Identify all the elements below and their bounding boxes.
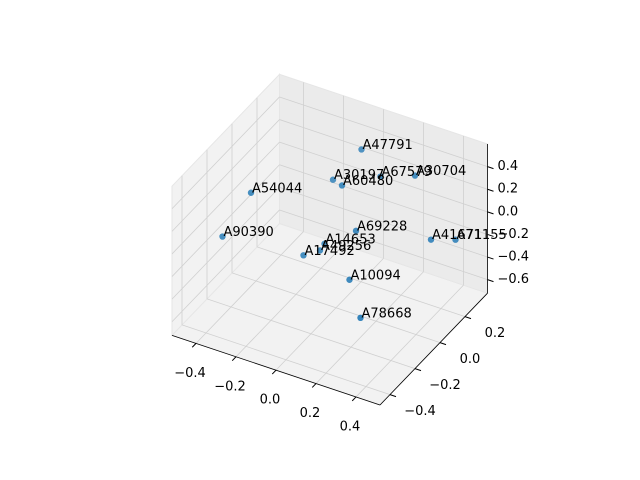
point: [352, 227, 360, 235]
y-axis: [379, 292, 488, 406]
point: [346, 276, 353, 283]
point-label: A54044: [252, 181, 302, 196]
point-label: A67579: [382, 165, 432, 180]
y-tick-label: −0.2: [429, 378, 461, 393]
grid-line: [171, 209, 280, 323]
x-tick-label: −0.2: [214, 379, 246, 394]
tick-mark: [414, 368, 422, 372]
z-tick-label: −0.2: [498, 227, 530, 242]
x-tick-label: 0.0: [260, 393, 281, 408]
point-label: A69228: [357, 219, 407, 234]
tick-mark: [191, 343, 197, 348]
z-tick-label: 0.0: [498, 204, 519, 219]
grid-line: [275, 258, 384, 371]
tick-mark: [389, 394, 397, 398]
point: [300, 252, 307, 259]
x-tick-label: −0.4: [174, 366, 206, 381]
point: [357, 314, 364, 322]
z-tick-label: −0.4: [498, 250, 530, 265]
grid-line: [171, 164, 280, 277]
point-label: A71155: [457, 228, 507, 243]
grid-line: [279, 209, 488, 281]
point-label: A78668: [362, 306, 412, 321]
point-label: A60480: [343, 174, 393, 189]
point-label: A49256: [321, 239, 371, 254]
z-tick-label: 0.2: [498, 182, 519, 197]
point: [358, 146, 365, 153]
point: [321, 240, 328, 247]
tick-mark: [271, 369, 277, 375]
tick-mark: [487, 279, 494, 283]
point: [247, 189, 255, 196]
tick-mark: [464, 316, 472, 320]
grid-line: [355, 284, 464, 398]
point: [377, 173, 384, 180]
grid-line: [206, 298, 416, 369]
point: [338, 182, 346, 189]
point: [329, 176, 337, 183]
point-label: A10094: [351, 268, 401, 283]
grid-line: [231, 272, 441, 343]
y-tick-label: −0.4: [404, 404, 436, 419]
grid-line: [279, 164, 488, 235]
grid-line: [315, 271, 424, 384]
point-label: A90390: [224, 225, 274, 240]
point: [427, 236, 435, 243]
tick-mark: [439, 342, 447, 346]
grid-line: [171, 187, 280, 300]
point-label: A47791: [363, 138, 413, 153]
point-label: A17492: [305, 244, 355, 259]
tick-mark: [487, 256, 494, 260]
grid-line: [195, 231, 304, 344]
point: [316, 247, 324, 254]
tick-mark: [311, 383, 317, 388]
grid-line: [279, 119, 488, 190]
z-tick-label: 0.4: [498, 159, 519, 174]
point: [219, 233, 226, 240]
point-label: A41671: [432, 228, 482, 243]
tick-mark: [231, 356, 237, 362]
grid-line: [279, 186, 488, 258]
x-axis: [171, 334, 381, 406]
x-tick-label: 0.2: [300, 406, 321, 421]
tick-mark: [487, 233, 494, 237]
grid-line: [171, 141, 280, 255]
tick-mark: [487, 188, 494, 192]
point-label: A30704: [416, 164, 466, 179]
x-tick-label: 0.4: [340, 419, 361, 434]
point: [411, 172, 419, 179]
grid-line: [171, 119, 280, 232]
tick-mark: [487, 211, 494, 215]
y-tick-label: 0.0: [460, 352, 481, 367]
grid-line: [279, 96, 488, 168]
y-tick-label: 0.2: [485, 326, 506, 341]
point: [452, 236, 459, 243]
grid-line: [181, 324, 391, 395]
tick-mark: [351, 396, 357, 402]
point-label: A14653: [326, 232, 376, 247]
point-label: A30197: [334, 168, 384, 183]
z-tick-label: −0.6: [498, 272, 530, 287]
grid-line: [256, 246, 466, 317]
grid-line: [235, 244, 344, 358]
tick-mark: [487, 166, 494, 170]
grid-line: [171, 96, 280, 210]
